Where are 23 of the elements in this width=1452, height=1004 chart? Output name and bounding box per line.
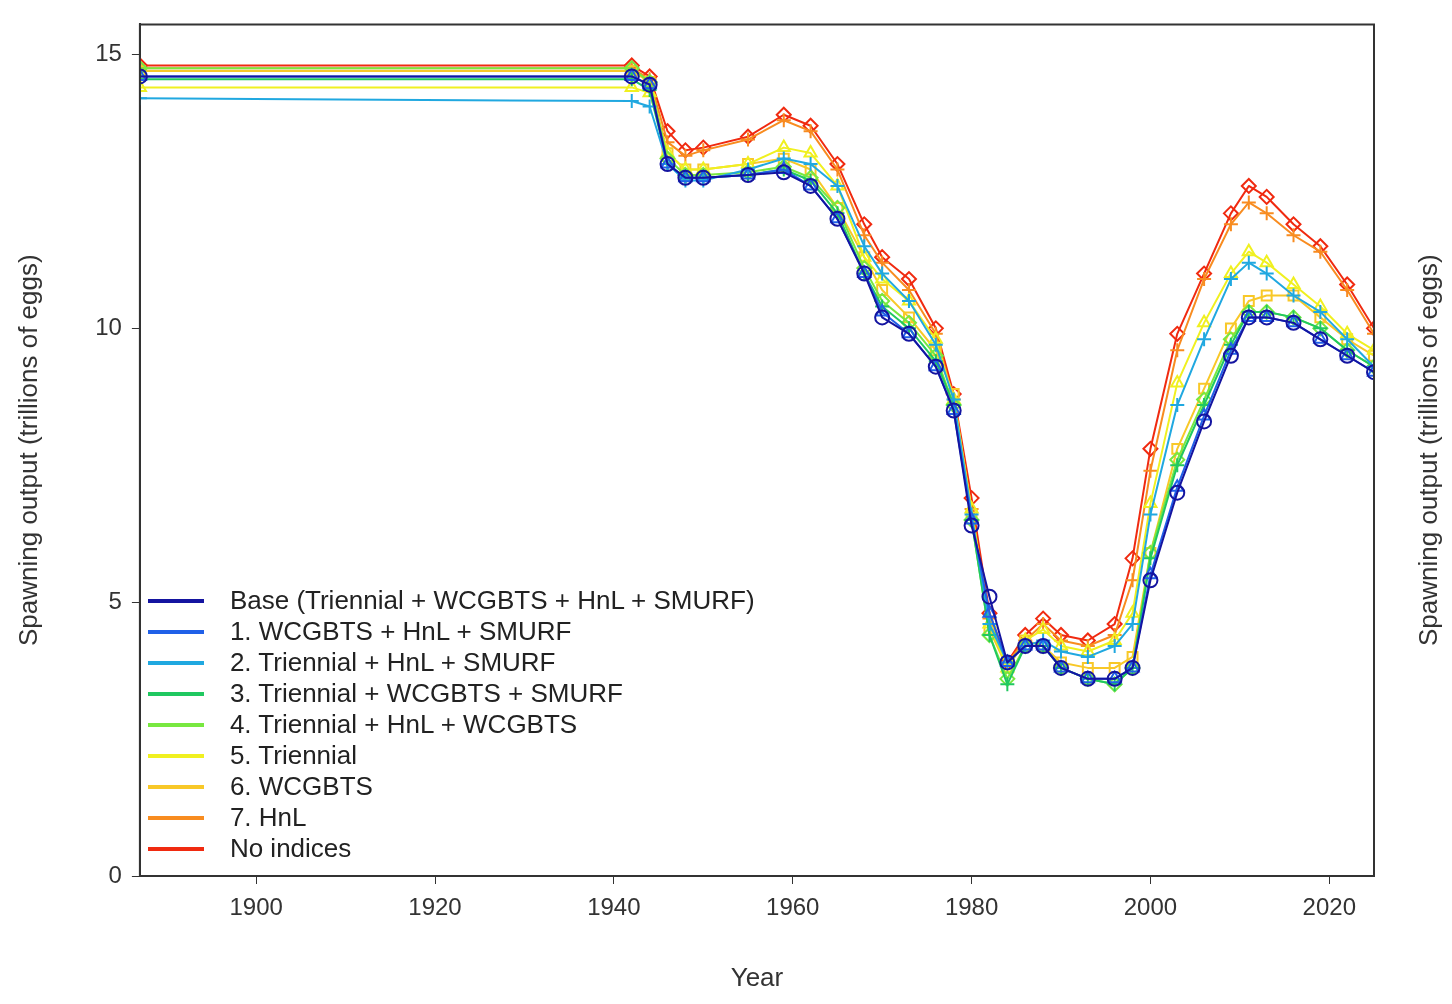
legend-label: 5. Triennial [229, 740, 358, 771]
x-tick-label: 1940 [587, 893, 641, 921]
text: Spawning output (trillions of eggs) [1413, 254, 1444, 647]
x-axis-title: Year [730, 961, 784, 992]
y-tick-label: 10 [95, 312, 122, 340]
x-tick-label: 1980 [944, 893, 999, 921]
x-tick-label: 2000 [1123, 893, 1178, 921]
x-tick-label: 1900 [229, 893, 283, 921]
legend-label: 4. Triennial + HnL + WCGBTS [229, 709, 578, 740]
legend-label: 1. WCGBTS + HnL + SMURF [229, 616, 572, 647]
y-tick-label: 15 [95, 39, 122, 67]
x-tick-label: 2020 [1302, 893, 1356, 921]
x-tick-label: 1920 [408, 893, 462, 921]
x-tick-label: 1960 [766, 893, 820, 921]
legend-label: 3. Triennial + WCGBTS + SMURF [229, 678, 623, 709]
legend-label: No indices [229, 833, 352, 864]
y-tick-label: 5 [108, 586, 122, 614]
y-tick-label: 0 [108, 860, 122, 888]
y-axis-title: Spawning output (trillions of eggs) [12, 254, 43, 647]
legend-label: Base (Triennial + WCGBTS + HnL + SMURF) [229, 585, 755, 616]
legend-label: 2. Triennial + HnL + SMURF [229, 647, 556, 678]
legend-label: 7. HnL [229, 802, 307, 833]
legend-label: 6. WCGBTS [229, 771, 373, 802]
